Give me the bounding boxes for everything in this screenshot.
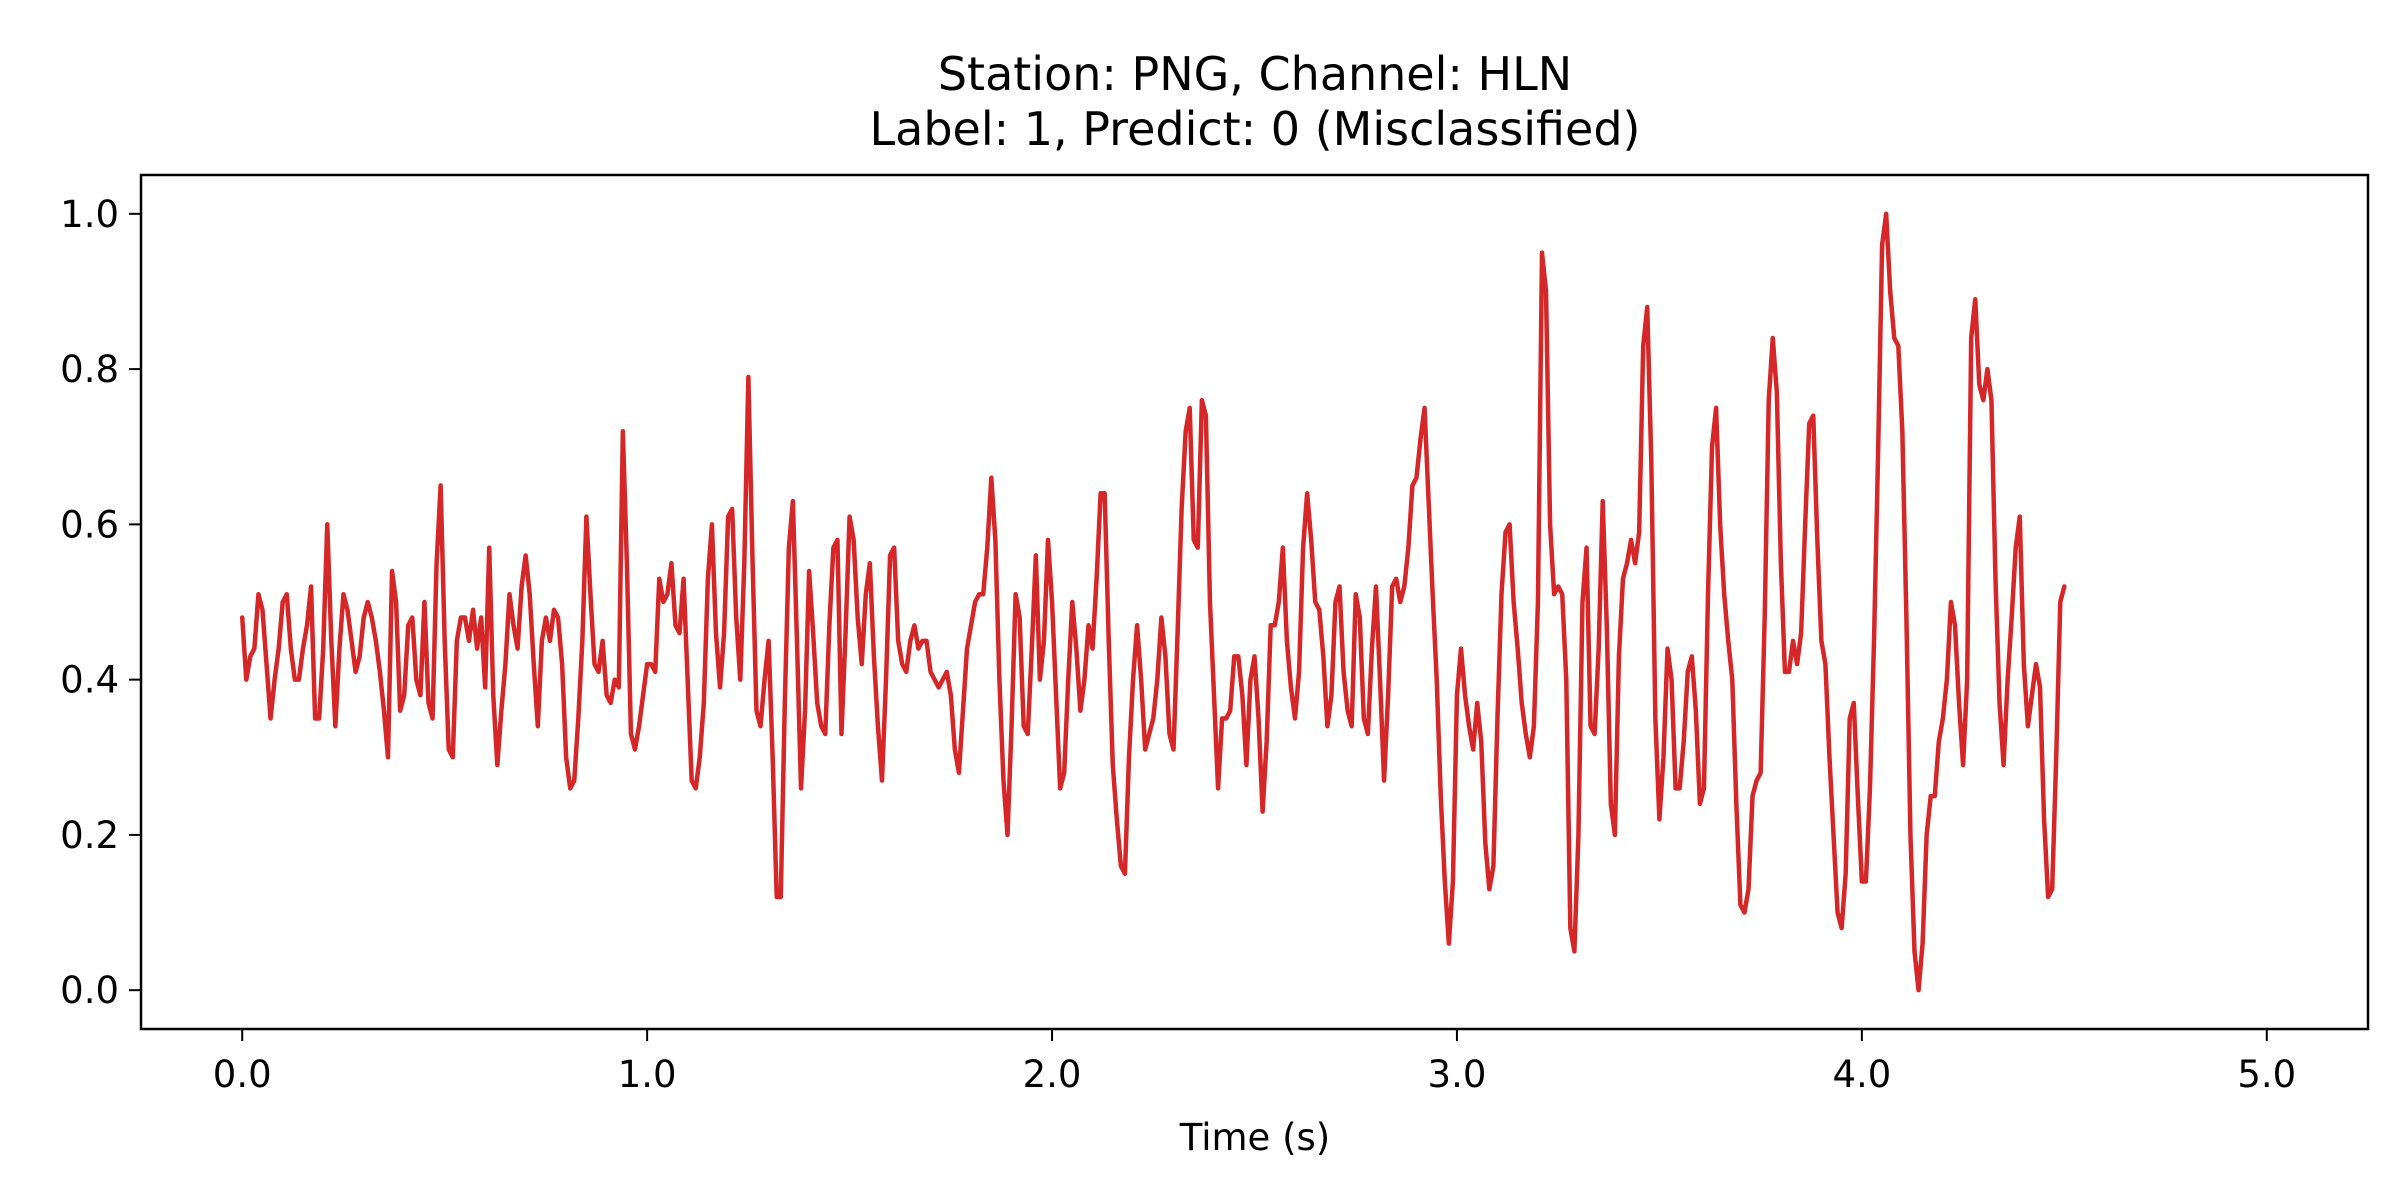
chart-title: Station: PNG, Channel: HLN bbox=[938, 47, 1572, 101]
y-tick-label: 0.6 bbox=[60, 503, 119, 546]
x-axis-label: Time (s) bbox=[1179, 1116, 1330, 1159]
y-tick-label: 1.0 bbox=[60, 193, 119, 236]
y-tick-label: 0.0 bbox=[60, 969, 119, 1012]
x-tick-label: 4.0 bbox=[1832, 1053, 1891, 1096]
y-tick-label: 0.2 bbox=[60, 814, 119, 857]
y-tick-label: 0.8 bbox=[60, 348, 119, 391]
x-tick-label: 1.0 bbox=[618, 1053, 677, 1096]
x-tick-label: 0.0 bbox=[213, 1053, 272, 1096]
chart-subtitle: Label: 1, Predict: 0 (Misclassified) bbox=[870, 102, 1641, 156]
x-tick-label: 3.0 bbox=[1428, 1053, 1487, 1096]
x-tick-label: 5.0 bbox=[2237, 1053, 2296, 1096]
x-tick-label: 2.0 bbox=[1023, 1053, 1082, 1096]
y-tick-label: 0.4 bbox=[60, 659, 119, 702]
